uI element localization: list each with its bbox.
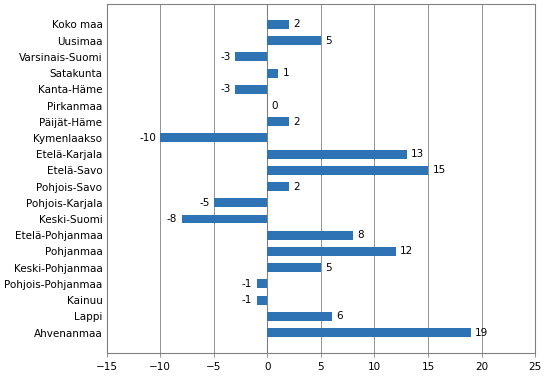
Text: 2: 2	[293, 182, 300, 192]
Text: -1: -1	[242, 295, 252, 305]
Bar	[268, 182, 289, 191]
Bar	[268, 312, 331, 321]
Bar	[268, 150, 407, 159]
Text: -1: -1	[242, 279, 252, 289]
Text: 5: 5	[325, 36, 332, 46]
Text: 2: 2	[293, 20, 300, 29]
Text: -3: -3	[221, 52, 231, 62]
Text: -3: -3	[221, 84, 231, 94]
Bar	[268, 247, 396, 256]
Text: -5: -5	[199, 198, 210, 208]
Text: -10: -10	[139, 133, 156, 143]
Text: -8: -8	[167, 214, 177, 224]
Bar	[235, 52, 268, 61]
Bar	[257, 279, 268, 288]
Text: 1: 1	[282, 68, 289, 78]
Bar	[268, 36, 321, 45]
Text: 8: 8	[357, 230, 364, 240]
Text: 12: 12	[400, 246, 413, 256]
Text: 15: 15	[432, 165, 446, 175]
Text: 19: 19	[475, 327, 489, 338]
Bar	[160, 133, 268, 143]
Text: 13: 13	[411, 149, 424, 159]
Bar	[268, 231, 353, 240]
Text: 5: 5	[325, 263, 332, 273]
Bar	[268, 263, 321, 272]
Text: 0: 0	[271, 100, 278, 111]
Text: 2: 2	[293, 117, 300, 127]
Text: 6: 6	[336, 311, 342, 321]
Bar	[268, 69, 278, 77]
Bar	[268, 328, 471, 337]
Bar	[268, 117, 289, 126]
Bar	[268, 166, 428, 175]
Bar	[257, 296, 268, 305]
Bar	[268, 20, 289, 29]
Bar	[213, 199, 268, 207]
Bar	[182, 215, 268, 223]
Bar	[235, 85, 268, 94]
